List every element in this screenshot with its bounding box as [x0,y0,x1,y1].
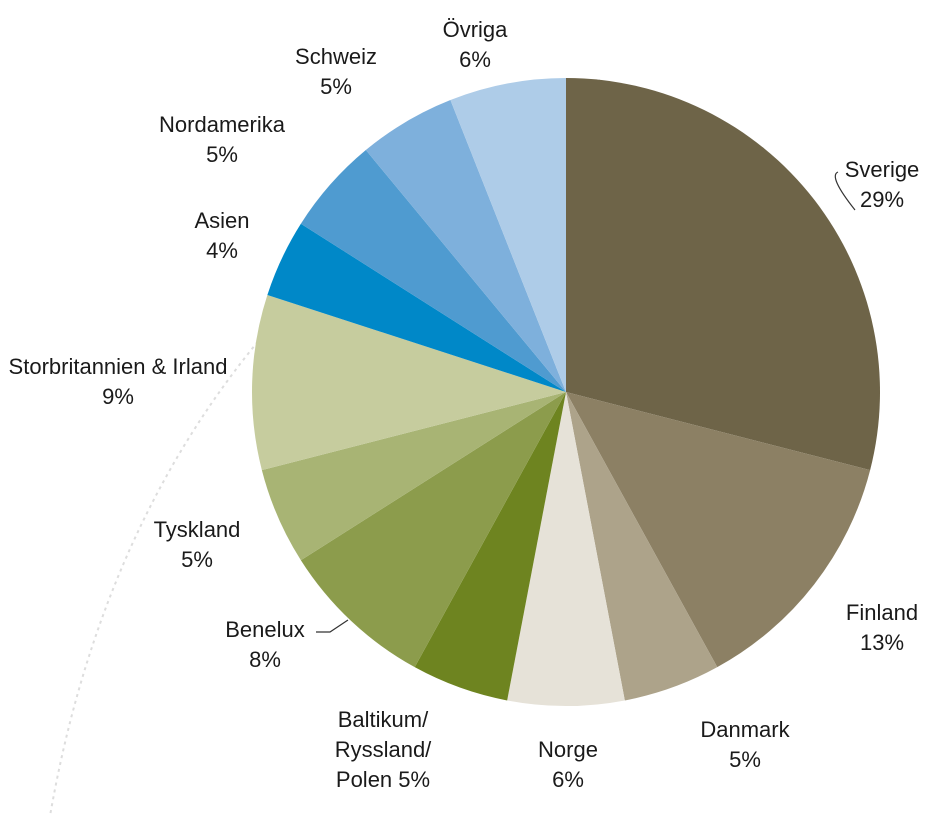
slice-label: Övriga 6% [425,15,525,75]
slice-label: Norge 6% [518,735,618,795]
value-label: 5% [685,745,805,775]
value-label: 5% [286,72,386,102]
category-label: Övriga [443,17,508,42]
value-label: 5% [398,767,430,792]
slice-label: Sverige 29% [827,155,932,215]
value-label: 9% [3,382,233,412]
category-label: Schweiz [295,44,377,69]
page: (() => { const data = JSON.parse(documen… [0,0,932,816]
slice-label: Danmark 5% [685,715,805,775]
value-label: 6% [518,765,618,795]
value-label: 6% [425,45,525,75]
category-label: Storbritannien & Irland [9,354,228,379]
category-label: Benelux [225,617,305,642]
slice-label: Benelux 8% [210,615,320,675]
value-label: 5% [142,545,252,575]
category-label: Sverige [845,157,920,182]
slice-label: Nordamerika 5% [137,110,307,170]
leader-line [316,620,348,632]
category-label: Finland [846,600,918,625]
category-label: Norge [538,737,598,762]
slice-label: Finland 13% [827,598,932,658]
value-label: 29% [827,185,932,215]
slice-label: Tyskland 5% [142,515,252,575]
category-label: Asien [194,208,249,233]
value-label: 13% [827,628,932,658]
value-label: 5% [137,140,307,170]
slice-label: Schweiz 5% [286,42,386,102]
value-label: 8% [210,645,320,675]
slice-label: Storbritannien & Irland 9% [3,352,233,412]
value-label: 4% [167,236,277,266]
slice-label: Baltikum/ Ryssland/ Polen 5% [313,705,453,795]
category-label: Nordamerika [159,112,285,137]
slice-label: Asien 4% [167,206,277,266]
category-label: Tyskland [154,517,241,542]
category-label: Danmark [700,717,789,742]
